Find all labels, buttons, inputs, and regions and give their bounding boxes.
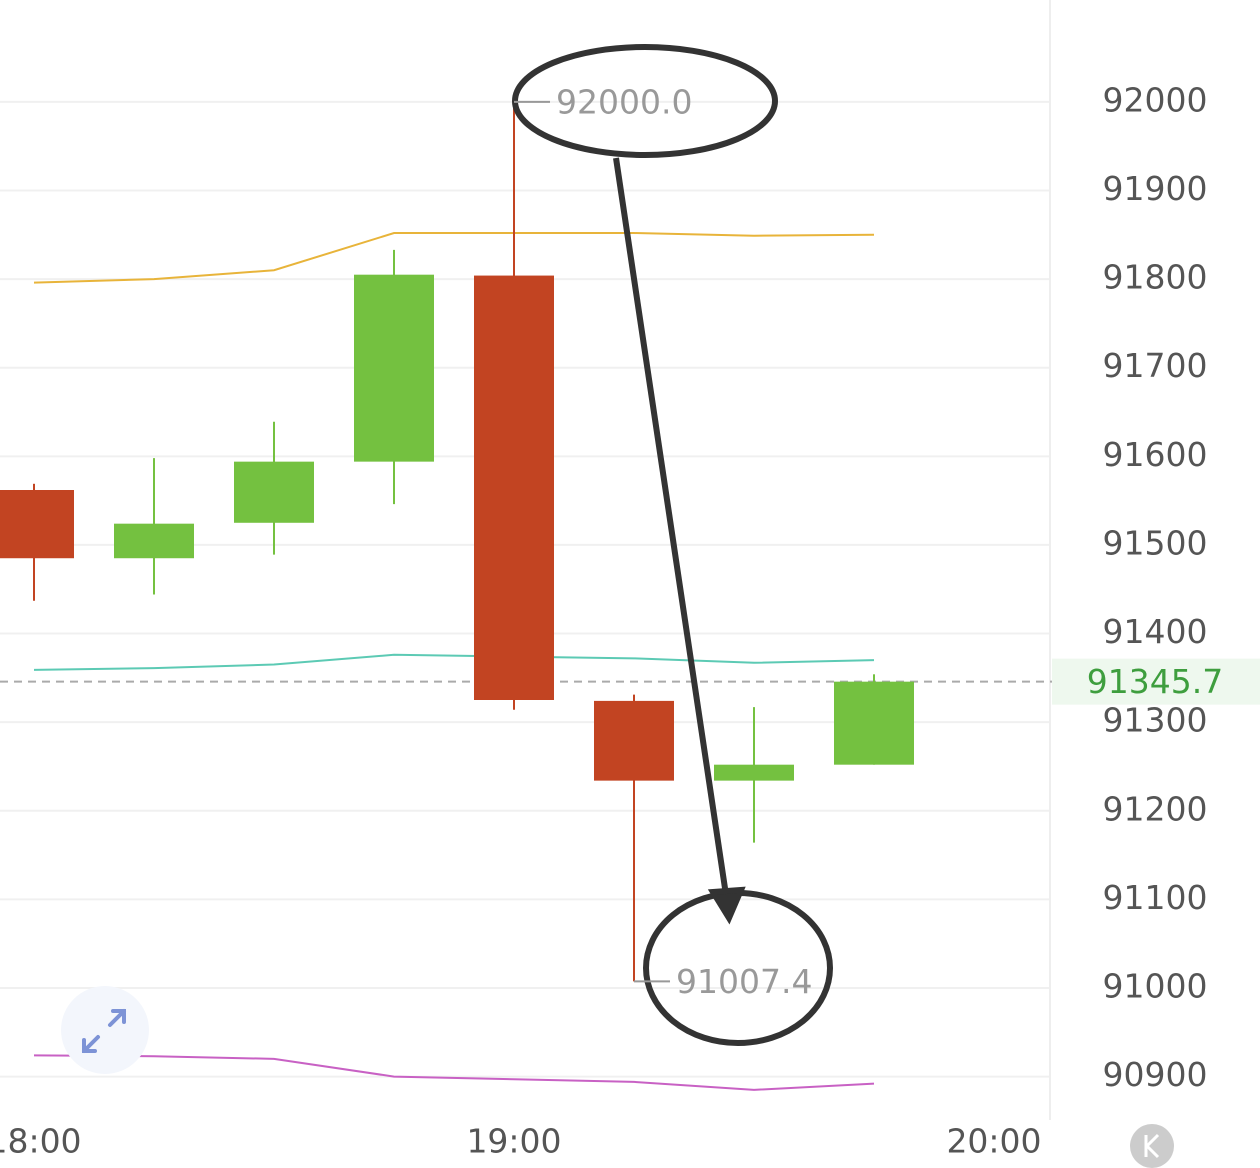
moving-average-line	[33, 232, 875, 284]
y-tick-label: 91100	[1103, 878, 1208, 917]
y-tick-label: 91500	[1103, 523, 1208, 562]
candle-body	[714, 764, 794, 781]
candle-body	[234, 461, 314, 523]
y-tick-label: 92000	[1103, 80, 1208, 119]
candle-body	[594, 700, 674, 781]
y-tick-label: 91900	[1103, 169, 1208, 208]
annotation-label: 91007.4	[676, 962, 812, 1001]
plot	[0, 101, 1260, 1091]
candle-body	[354, 274, 434, 462]
expand-icon[interactable]	[61, 986, 149, 1074]
y-tick-label: 91600	[1103, 435, 1208, 474]
candle-body	[834, 681, 914, 765]
y-tick-label: 91300	[1103, 701, 1208, 740]
moving-average-line	[33, 1054, 875, 1091]
candle-body	[0, 490, 74, 559]
y-tick-label: 90900	[1103, 1055, 1208, 1094]
x-tick-label: 18:00	[0, 1122, 82, 1161]
current-price-label: 91345.7	[1087, 662, 1223, 701]
candle-body	[114, 523, 194, 559]
x-tick-label: 19:00	[466, 1122, 561, 1161]
k-button[interactable]	[1130, 1124, 1174, 1168]
moving-average-line	[33, 653, 875, 671]
y-tick-label: 91800	[1103, 258, 1208, 297]
y-tick-label: 91000	[1103, 966, 1208, 1005]
x-tick-label: 20:00	[946, 1122, 1041, 1161]
y-tick-label: 91400	[1103, 612, 1208, 651]
y-tick-label: 91200	[1103, 789, 1208, 828]
annotation-label: 92000.0	[556, 82, 692, 121]
y-tick-label: 91700	[1103, 346, 1208, 385]
candle-body	[474, 275, 554, 700]
price-tag	[1052, 658, 1260, 705]
